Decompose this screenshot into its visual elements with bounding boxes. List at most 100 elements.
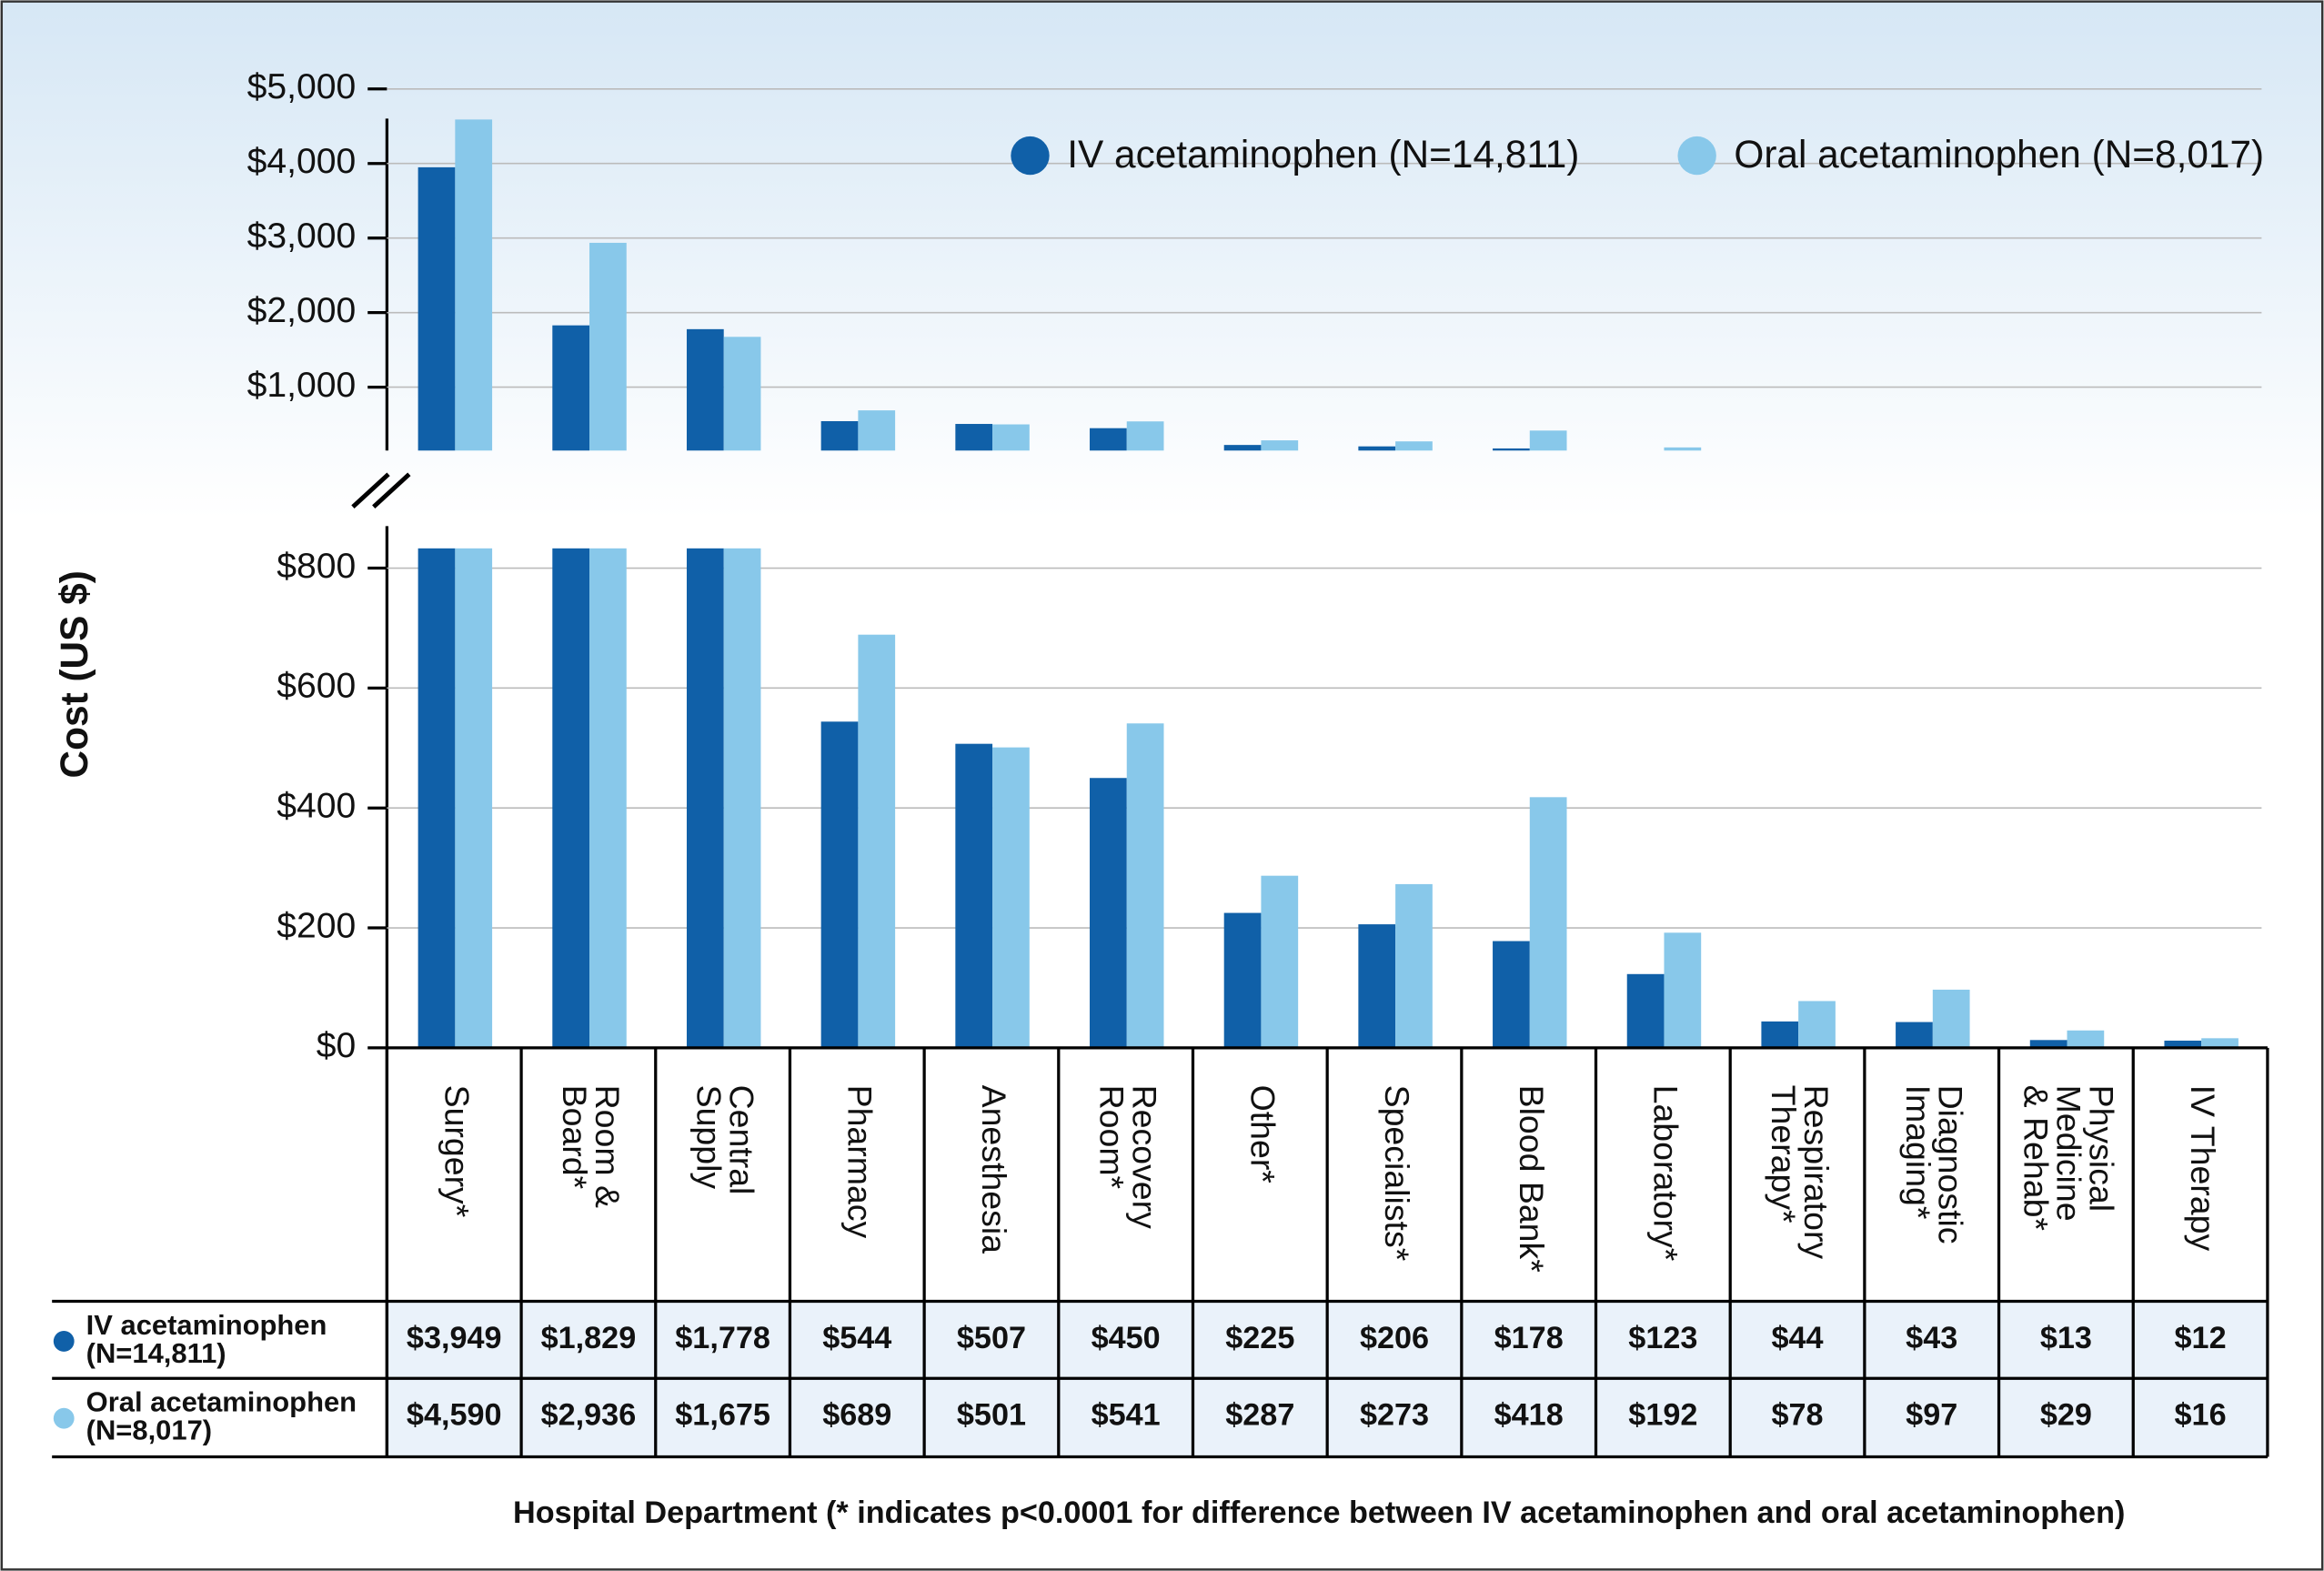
y-tick-label: $0 (317, 1026, 356, 1065)
bar (1358, 924, 1396, 1048)
bar (1395, 883, 1433, 1048)
y-tick-label: $2,000 (247, 291, 357, 330)
table-value: $4,590 (407, 1398, 502, 1433)
bar (1261, 875, 1299, 1048)
bar (820, 721, 859, 1048)
category-label: Specialists* (1378, 1085, 1416, 1262)
bar (2164, 1040, 2202, 1048)
bar-upper (686, 328, 724, 451)
y-tick-label: $1,000 (247, 366, 357, 405)
table-value: $16 (2175, 1398, 2227, 1433)
bar (858, 634, 896, 1048)
table-value: $13 (2040, 1321, 2092, 1355)
bar-upper (992, 424, 1030, 451)
table-value: $1,675 (675, 1398, 770, 1433)
bar-upper (1090, 428, 1127, 451)
y-axis-label: Cost (US $) (53, 570, 96, 778)
bar (1896, 1022, 1933, 1048)
table-value: $206 (1360, 1321, 1429, 1355)
table-value: $507 (957, 1321, 1026, 1355)
category-label: IV Therapy (2184, 1085, 2222, 1252)
table-value: $178 (1494, 1321, 1564, 1355)
legend-marker (1011, 136, 1050, 176)
bar-upper (418, 166, 456, 451)
category-label: Laboratory* (1646, 1085, 1685, 1262)
row-label: Oral acetaminophen (N=8,017) (86, 1386, 357, 1446)
table-value: $97 (1906, 1398, 1957, 1433)
table-value: $501 (957, 1398, 1026, 1433)
table-value: $78 (1771, 1398, 1823, 1433)
category-label: PhysicalMedicine& Rehab* (2017, 1085, 2121, 1231)
row-marker (53, 1407, 75, 1429)
table-value: $29 (2040, 1398, 2092, 1433)
bar-upper (1126, 421, 1164, 451)
category-label: Blood Bank* (1513, 1085, 1551, 1273)
bar-upper (723, 337, 761, 451)
bar (1932, 989, 1970, 1048)
bar (552, 548, 590, 1048)
table-value: $287 (1225, 1398, 1294, 1433)
category-label: RecoveryRoom* (1093, 1085, 1164, 1230)
table-value: $689 (822, 1398, 891, 1433)
bar (2067, 1030, 2105, 1048)
y-tick-label: $200 (277, 906, 356, 945)
bar (2029, 1040, 2067, 1048)
axis-break (372, 472, 411, 509)
table-value: $1,829 (541, 1321, 637, 1355)
x-axis-label: Hospital Department (* indicates p<0.000… (513, 1495, 2125, 1530)
table-value: $44 (1771, 1321, 1823, 1355)
bar (723, 548, 761, 1048)
bar-upper (552, 325, 590, 451)
bar (1626, 973, 1665, 1048)
legend-label: IV acetaminophen (N=14,811) (1067, 133, 1579, 176)
table-value: $544 (822, 1321, 891, 1355)
category-label: Anesthesia (975, 1085, 1013, 1254)
table-value: $273 (1360, 1398, 1429, 1433)
row-marker (53, 1331, 75, 1352)
table-value: $192 (1628, 1398, 1697, 1433)
category-label: Room &Board* (556, 1085, 627, 1208)
bar (1664, 932, 1702, 1048)
bar-upper (1664, 447, 1702, 451)
bar-upper (820, 420, 859, 451)
table-value: $12 (2175, 1321, 2227, 1355)
bar (589, 548, 627, 1048)
bar-upper (1358, 446, 1396, 451)
y-tick-label: $5,000 (247, 67, 357, 106)
y-tick-label: $4,000 (247, 142, 357, 181)
bar-upper (1493, 448, 1530, 451)
bar-upper (455, 119, 493, 451)
bar-upper (1529, 430, 1567, 451)
table-value: $2,936 (541, 1398, 637, 1433)
row-label: IV acetaminophen (N=14,811) (86, 1309, 327, 1369)
category-label: Other* (1243, 1085, 1282, 1183)
bar (1090, 778, 1127, 1048)
table-value: $541 (1092, 1398, 1161, 1433)
bar (455, 548, 493, 1048)
bar (955, 743, 993, 1048)
category-label: RespiratoryTherapy* (1765, 1085, 1836, 1260)
legend-label: Oral acetaminophen (N=8,017) (1734, 133, 2264, 176)
bar-upper (1395, 441, 1433, 451)
bar (418, 548, 456, 1048)
bar (1761, 1021, 1799, 1048)
y-tick-label: $400 (277, 787, 356, 826)
bar (1493, 941, 1530, 1048)
category-label: Pharmacy (840, 1085, 879, 1239)
bar-upper (1261, 440, 1299, 451)
bar (686, 548, 724, 1048)
bar-upper (858, 410, 896, 451)
axis-break (351, 472, 390, 509)
table-value: $450 (1092, 1321, 1161, 1355)
table-value: $418 (1494, 1398, 1564, 1433)
bar-upper (1223, 445, 1262, 451)
bar (1798, 1001, 1836, 1048)
bar (1223, 912, 1262, 1048)
table-value: $43 (1906, 1321, 1957, 1355)
table-value: $123 (1628, 1321, 1697, 1355)
bar (2201, 1038, 2238, 1048)
legend-marker (1677, 136, 1716, 176)
category-label: CentralSupply (690, 1085, 761, 1195)
